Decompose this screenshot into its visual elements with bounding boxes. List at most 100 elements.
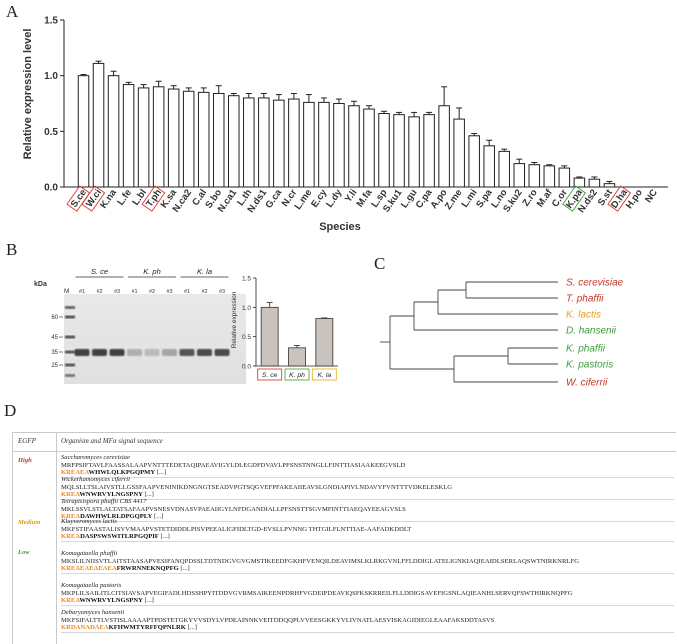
species-label: K. phaffii: [566, 344, 606, 355]
species-label: T. phaffii: [566, 294, 604, 305]
species-label: D. hansenii: [566, 326, 617, 337]
marker-band: [65, 335, 75, 339]
bar: [167, 88, 180, 188]
species-label: W. ciferrii: [566, 378, 608, 389]
bar: [393, 114, 405, 188]
protein-band: [144, 349, 160, 356]
b-category-box: [284, 368, 310, 381]
cleavage-motif-line: KREAEAEAEAEAFRWRNNEKNQPFG [...]: [61, 565, 674, 573]
b-y-tick-label: 0.0: [242, 364, 251, 371]
level-high: High: [18, 457, 32, 464]
signal-sequence: MRFPSIFTAVLFAASSALAAPVNTTTEDETAQIPAEAVIG…: [61, 461, 406, 469]
bar: [558, 167, 571, 188]
bar: [513, 163, 526, 188]
gel-lane-label: #3: [166, 289, 172, 295]
protein-band: [109, 349, 125, 356]
highlight-box: [562, 185, 587, 212]
gel-lane-label: #1: [131, 289, 137, 295]
b-y-tick-label: 1.0: [242, 305, 251, 312]
kex2-motif: KRDANADAEA: [61, 624, 109, 632]
bar: [453, 118, 465, 188]
y-tick-label: 1.5: [44, 16, 58, 27]
protein-band: [197, 349, 212, 356]
species-label: K. lactis: [566, 310, 601, 321]
mature-peptide: KFHWMTYRFFQPNLRK: [108, 624, 186, 632]
b-category-box: [257, 368, 283, 381]
panel-label-b: B: [6, 240, 18, 259]
bar: [603, 183, 616, 188]
b-category-box: [311, 368, 337, 381]
mature-peptide: WNWRVYLNGSPNY: [79, 597, 143, 605]
mature-peptide: DAWHWLRLDPGQPLY: [80, 513, 153, 521]
kex2-motif: KREA: [61, 533, 81, 541]
signal-sequence: MKPLILSAILITLCITSIAVSAPVEGIFADLHDSSHPYIT…: [61, 589, 573, 597]
bar: [137, 87, 150, 188]
sequence-row: Komagataella phaffii MKSLILNIISVTLAITSTAA…: [61, 549, 674, 574]
panel-b-bar-chart: Relative expression 0.0 0.5 1.0 1.5 S. ce K. …: [231, 276, 338, 381]
bar: [107, 75, 120, 188]
cleavage-motif-line: KREAWNWRVYLNGSPNY [...]: [61, 597, 674, 605]
signal-sequence: MKFSTIFAASTALISVVMAAPVSTETDIDDLPISVPEEAL…: [61, 525, 412, 533]
b-bar: [260, 306, 279, 367]
bar: [378, 113, 390, 188]
b-y-tick-label: 1.5: [242, 276, 251, 283]
highlight-box: [141, 185, 166, 212]
gel-group-label: K. la: [197, 267, 212, 276]
mw-label: 60: [51, 315, 58, 321]
bar: [498, 150, 510, 188]
table-header: EGFP Organism and MFα signal sequence: [13, 433, 676, 452]
signal-sequence: MKSLILNIISVTLAITSTAASAPVESIFANQPDSSLTDTN…: [61, 557, 580, 565]
signal-sequence: MQLSLLTSLAIVSTLLGSSFAAPVENINIKDNGNGTSEAD…: [61, 483, 453, 491]
b-y-tick-label: 0.5: [242, 334, 251, 341]
kex2-motif: KREA: [61, 491, 80, 499]
bar: [423, 114, 435, 188]
protein-band: [162, 349, 177, 356]
mature-peptide: WHWLQLKPGQPMY: [88, 469, 156, 477]
signal-sequence: MKFSIFALTTLVSTISLAAAAPTPDSTETGKYVVSDYLVP…: [61, 616, 495, 624]
cleavage-motif-line: KREADASPSWSWITLRPGQPIF [...]: [61, 533, 674, 541]
gel-lane-label: #3: [114, 289, 120, 295]
x-axis-label: Species: [319, 221, 361, 233]
cleavage-motif-line: KRDANADAEAKFHWMTYRFFQPNLRK [...]: [61, 624, 674, 632]
western-blot-gel: kDa M S. ce K. ph K. la #1 #2 #3 #1 #2 #3 #1 #2 #3 6…: [34, 267, 246, 384]
species-label: S. cerevisiae: [566, 278, 624, 289]
species-label: K. pastoris: [566, 360, 613, 371]
bar: [182, 90, 195, 188]
cleavage-motif-line: KREADAWHWLRLDPGQPLY [...]: [61, 513, 674, 521]
bar: [273, 99, 285, 188]
gel-group-label: K. ph: [143, 267, 161, 276]
b-y-axis-label: Relative expression: [231, 291, 238, 348]
sequence-row: Wickerhamomyces ciferrii MQLSLLTSLAIVSTLL…: [61, 475, 674, 500]
column-divider: [56, 433, 57, 644]
bar: [228, 95, 240, 188]
bar: [92, 62, 105, 188]
organism-name: Wickerhamomyces ciferrii: [61, 476, 130, 483]
bar: [438, 105, 450, 188]
y-axis-label: Relative expression level: [22, 29, 34, 160]
kex2-motif: KREAEAEAEAEA: [61, 565, 117, 573]
bar: [258, 97, 270, 188]
ellipsis: [...]: [152, 513, 164, 521]
cleavage-motif-line: KREAEAWHWLQLKPGQPMY [...]: [61, 469, 674, 477]
organism-name: Debaryomyces hansenii: [61, 609, 125, 616]
bar: [197, 91, 210, 188]
gel-lane-label: #2: [201, 289, 207, 295]
mw-label: 25: [51, 363, 58, 369]
marker-band: [65, 306, 75, 309]
gel-background: [64, 294, 246, 384]
bar: [588, 178, 601, 188]
protein-band: [179, 349, 195, 356]
header-organism: Organism and MFα signal sequence: [61, 437, 163, 445]
panel-a-bar-chart: Relative expression level Species 0.0 0.5…: [22, 16, 668, 233]
ellipsis: [...]: [155, 469, 167, 477]
y-tick-label: 0.0: [44, 183, 58, 194]
gel-lane-label: #1: [79, 289, 85, 295]
mw-label: 45: [51, 335, 58, 341]
bar: [543, 165, 556, 188]
sequence-row: Komagataella pastoris MKPLILSAILITLCITSIA…: [61, 581, 674, 606]
kex2-motif: KREA: [61, 597, 80, 605]
panel-label-a: A: [6, 2, 19, 21]
bar: [528, 164, 541, 188]
bar: [77, 75, 90, 188]
mw-label: 35: [51, 350, 58, 356]
